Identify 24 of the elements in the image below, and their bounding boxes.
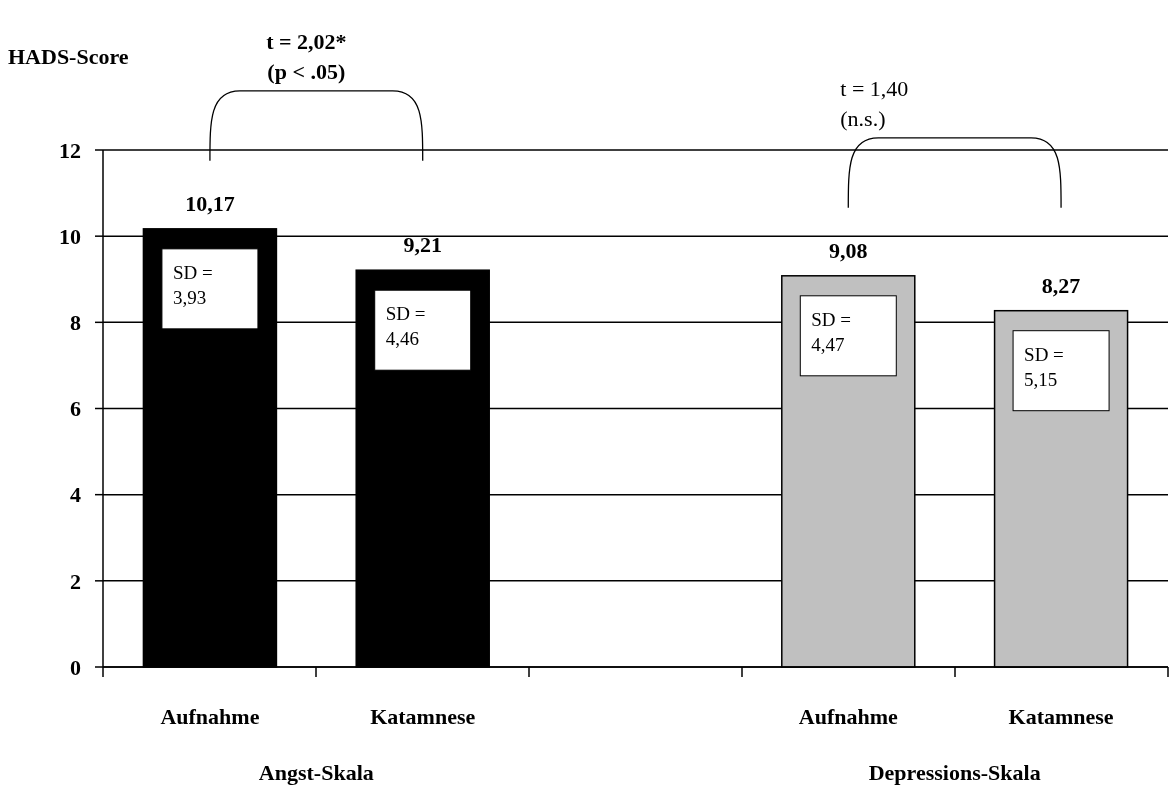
y-tick-label: 8 <box>70 310 81 336</box>
data-label: 10,17 <box>185 190 235 216</box>
x-tick-label: Katamnese <box>1008 704 1114 729</box>
annotation: SD = 4,46 <box>385 303 426 350</box>
data-label: 8,27 <box>1041 272 1081 298</box>
y-tick-label: 10 <box>59 223 81 249</box>
x-tick-label: Aufnahme <box>160 704 260 729</box>
y-tick-label: 2 <box>70 568 81 594</box>
annotation: SD = 3,93 <box>172 261 213 308</box>
annotation: SD = 5,15 <box>1024 343 1064 390</box>
x-tick-label: Aufnahme <box>798 704 899 729</box>
data-label: 9,21 <box>403 232 442 258</box>
y-tick-label: 12 <box>59 137 81 163</box>
y-axis-title: HADS-Score <box>8 44 129 69</box>
text: t = 2,02* (p < .05) <box>266 28 347 84</box>
x-tick-label: Katamnese <box>370 704 476 729</box>
y-tick-label: 4 <box>70 482 81 508</box>
y-tick-label: 0 <box>70 654 81 680</box>
data-label: 9,08 <box>829 237 868 263</box>
annotation: SD = 4,47 <box>811 308 852 355</box>
text: Angst-Skala <box>258 760 374 785</box>
text: Depressions-Skala <box>868 760 1041 785</box>
text: t = 1,40 (n.s.) <box>840 75 909 131</box>
y-tick-label: 6 <box>70 396 81 422</box>
